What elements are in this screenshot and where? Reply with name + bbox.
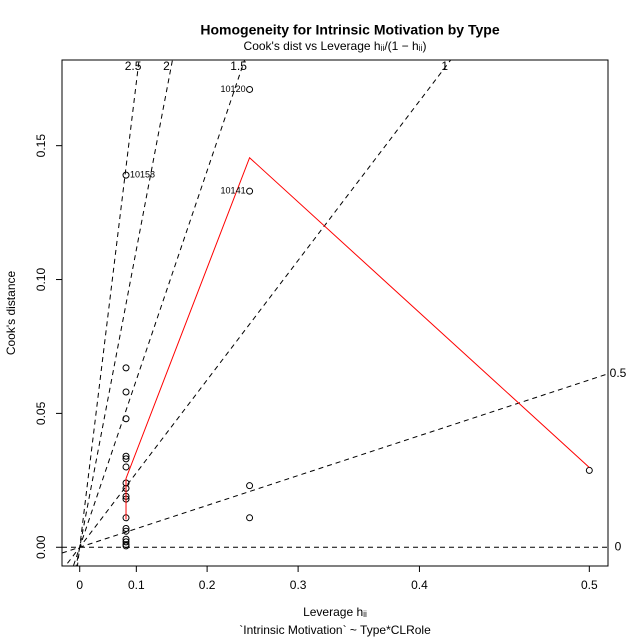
data-point	[246, 187, 254, 195]
data-point	[122, 415, 130, 423]
smoother-line	[125, 156, 590, 520]
data-point	[122, 542, 130, 550]
data-point	[122, 171, 130, 179]
contour-label: 0	[615, 539, 622, 553]
y-tick-label: 0.05	[34, 401, 48, 425]
data-point	[122, 463, 130, 471]
data-point	[122, 538, 130, 546]
cook-contour	[72, 60, 246, 566]
data-point	[122, 527, 130, 535]
x-tick-label: 0.5	[581, 578, 598, 592]
x-tick-label: 0.2	[199, 578, 216, 592]
contour-label: 0.5	[610, 366, 627, 380]
y-tick-label: 0.00	[34, 535, 48, 559]
data-point	[246, 482, 254, 490]
plot-area	[62, 60, 608, 566]
x-tick-label: 0	[76, 578, 83, 592]
data-point	[122, 364, 130, 372]
contour-label: 2.5	[125, 59, 142, 73]
x-tick-label: 0.1	[128, 578, 145, 592]
point-label: 10158	[130, 169, 155, 179]
contour-label: 1	[441, 59, 448, 73]
caption: `Intrinsic Motivation` ~ Type*CLRole	[239, 623, 431, 637]
x-tick-label: 0.3	[290, 578, 307, 592]
cook-contour	[62, 373, 608, 554]
x-axis-label: Leverage hᵢᵢ	[303, 605, 367, 619]
data-point	[246, 514, 254, 522]
data-point	[122, 455, 130, 463]
plot-frame	[61, 59, 609, 567]
cook-contour	[76, 60, 140, 566]
x-tick-label: 0.4	[411, 578, 428, 592]
contour-label: 1.5	[230, 59, 247, 73]
cook-contour	[75, 60, 173, 566]
data-point	[122, 452, 130, 460]
y-tick-label: 0.15	[34, 134, 48, 158]
point-label: 10120	[221, 84, 246, 94]
cook-contour	[64, 60, 452, 566]
y-axis-label: Cook's distance	[4, 271, 18, 356]
y-tick-label: 0.10	[34, 268, 48, 292]
data-point	[122, 388, 130, 396]
data-point	[246, 85, 254, 93]
data-point	[122, 525, 130, 533]
contour-label: 2	[163, 59, 170, 73]
data-point	[585, 466, 593, 474]
point-label: 10141	[221, 186, 246, 196]
chart-title: Homogeneity for Intrinsic Motivation by …	[200, 22, 499, 38]
chart-subtitle: Cook's dist vs Leverage hᵢᵢ/(1 − hᵢᵢ)	[244, 39, 427, 53]
data-point	[122, 535, 130, 543]
